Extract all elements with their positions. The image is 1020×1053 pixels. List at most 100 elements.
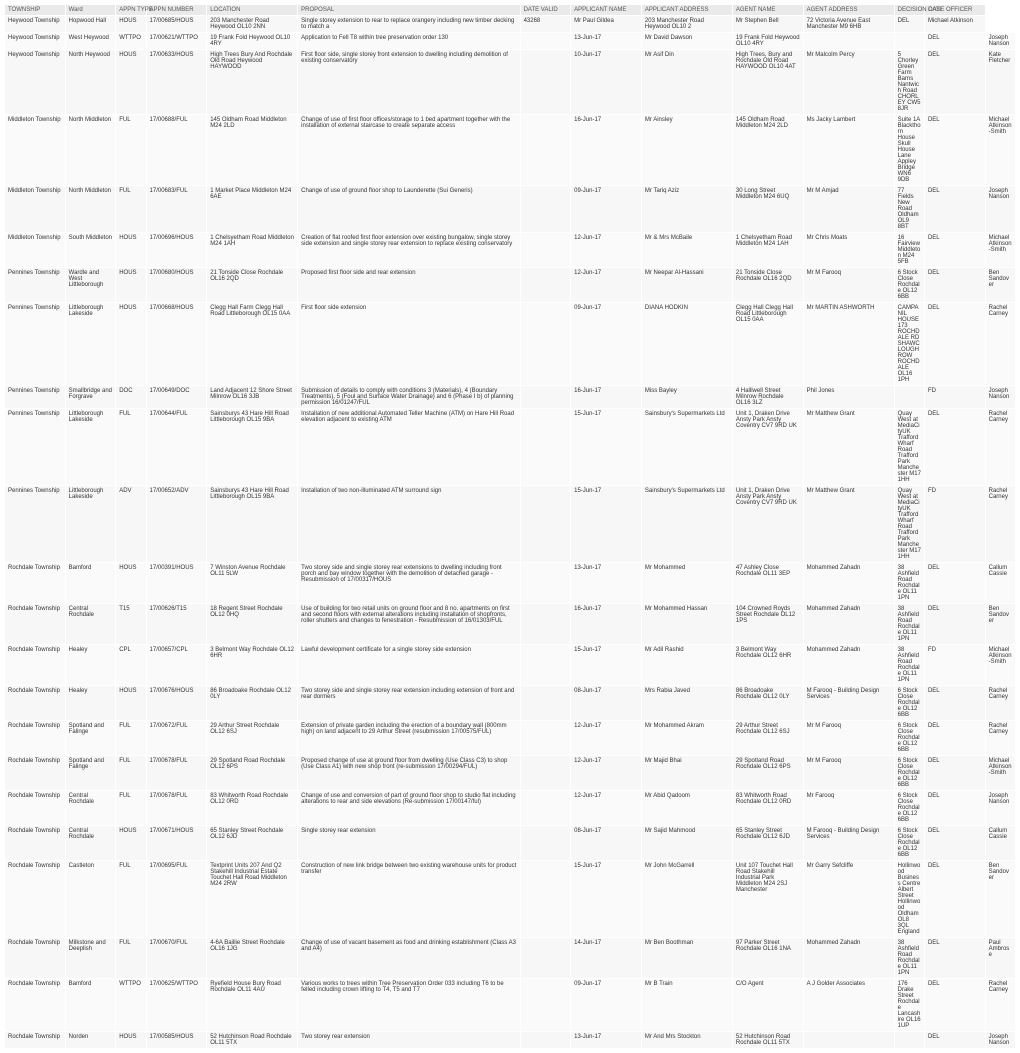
table-cell: Central Rochdale <box>65 791 116 826</box>
table-cell: 12-Jun-17 <box>571 233 642 268</box>
table-cell: Mr MARTIN ASHWORTH <box>803 303 894 386</box>
table-cell: Rochdale Township <box>5 791 66 826</box>
table-cell: Mohammed Zahadn <box>803 645 894 686</box>
table-cell: FUL <box>116 115 146 186</box>
table-cell: Rachel Carney <box>985 409 1015 486</box>
table-cell: 17/00621/WTTPO <box>146 33 207 50</box>
table-cell: Textprint Units 207 And Q2 Stakehill Ind… <box>207 861 298 938</box>
table-cell: 104 Crowned Royds Street Rochdale OL12 1… <box>732 604 803 645</box>
table-cell <box>520 791 571 826</box>
table-cell: DEL <box>924 756 985 791</box>
table-cell: Mr Majid Bhai <box>641 756 732 791</box>
table-cell: 203 Manchester Road Heywood OL10 2NN <box>207 16 298 33</box>
table-cell: 1 Market Place Middleton M24 6AE <box>207 186 298 233</box>
table-cell: 65 Stanley Street Rochdale OL12 6JD <box>732 826 803 861</box>
table-cell: Spotland and Falinge <box>65 721 116 756</box>
table-cell: 09-Jun-17 <box>571 186 642 233</box>
table-cell: 12-Jun-17 <box>571 721 642 756</box>
table-cell: Central Rochdale <box>65 604 116 645</box>
table-cell: Bamford <box>65 979 116 1032</box>
table-cell: 13-Jun-17 <box>571 1032 642 1049</box>
table-cell: 6 Stock Close Rochdale OL12 6BB <box>894 791 924 826</box>
table-cell: Land Adjacent 12 Shore Street Milnrow OL… <box>207 386 298 409</box>
table-cell: Rochdale Township <box>5 721 66 756</box>
table-cell: Sainsburys 43 Hare Hill Road Littleborou… <box>207 409 298 486</box>
table-cell: Change of use of first floor offices/sto… <box>298 115 520 186</box>
table-cell: 29 Arthur Street Rochdale OL12 6SJ <box>732 721 803 756</box>
table-cell: Use of building for two retail units on … <box>298 604 520 645</box>
table-cell: 12-Jun-17 <box>571 791 642 826</box>
table-cell: 17/00668/HOUS <box>146 303 207 386</box>
table-cell: DEL <box>894 16 924 33</box>
table-cell: 12-Jun-17 <box>571 756 642 791</box>
table-cell: Rachel Carney <box>985 486 1015 563</box>
table-cell: 17/00680/HOUS <box>146 268 207 303</box>
table-cell: 17/00633/HOUS <box>146 50 207 115</box>
table-cell: Rochdale Township <box>5 979 66 1032</box>
table-cell: M Farooq - Building Design Services <box>803 686 894 721</box>
column-header: AGENT ADDRESS <box>803 5 894 16</box>
table-row: Heywood TownshipNorth HeywoodHOUS17/0063… <box>5 50 1016 115</box>
table-cell: Creation of flat roofed first floor exte… <box>298 233 520 268</box>
table-cell: Milkstone and Deeplish <box>65 938 116 979</box>
table-cell: FD <box>924 486 985 563</box>
table-cell: Norden <box>65 1032 116 1049</box>
table-cell: Change of use of ground floor shop to La… <box>298 186 520 233</box>
table-cell: Clegg Hall Farm Clegg Hall Road Littlebo… <box>207 303 298 386</box>
table-cell <box>520 486 571 563</box>
table-cell: 17/00391/HOUS <box>146 563 207 604</box>
table-cell: Rochdale Township <box>5 604 66 645</box>
table-cell <box>520 115 571 186</box>
table-cell: 6 Stock Close Rochdale OL12 6BB <box>894 268 924 303</box>
table-cell: Construction of new link bridge between … <box>298 861 520 938</box>
table-cell: Mr Neepar Al-Hassani <box>641 268 732 303</box>
table-cell <box>520 979 571 1032</box>
table-cell: 16-Jun-17 <box>571 115 642 186</box>
table-cell: 52 Hutchinson Road Rochdale OL11 5TX <box>732 1032 803 1049</box>
table-cell: Rochdale Township <box>5 686 66 721</box>
table-cell: Rochdale Township <box>5 756 66 791</box>
table-cell: 09-Jun-17 <box>571 303 642 386</box>
table-cell: Single storey extension to rear to repla… <box>298 16 520 33</box>
table-cell: 17/00672/FUL <box>146 721 207 756</box>
table-cell: DEL <box>924 686 985 721</box>
table-cell: Callum Cassie <box>985 826 1015 861</box>
table-cell: 176 Drake Street Rochdale Lancashire OL1… <box>894 979 924 1032</box>
table-cell: HOUS <box>116 686 146 721</box>
table-cell: DIANA HODKIN <box>641 303 732 386</box>
table-row: Middleton TownshipNorth MiddletonFUL17/0… <box>5 115 1016 186</box>
table-cell: 145 Oldham Road Middleton M24 2LD <box>207 115 298 186</box>
table-cell: Rochdale Township <box>5 563 66 604</box>
table-cell: Quay West at MediaCityUK Trafford Wharf … <box>894 409 924 486</box>
table-cell: Mr Malcolm Percy <box>803 50 894 115</box>
table-cell: Unit 107 Touchet Hall Road Stakehill Ind… <box>732 861 803 938</box>
table-cell: Installation of new additional Automated… <box>298 409 520 486</box>
table-cell: 38 Ashfield Road Rochdale OL11 1PN <box>894 604 924 645</box>
table-cell: HOUS <box>116 303 146 386</box>
table-cell <box>520 50 571 115</box>
table-cell: Littleborough Lakeside <box>65 303 116 386</box>
table-cell: 1 Chelsyetham Road Middleton M24 1AH <box>207 233 298 268</box>
table-cell: 16-Jun-17 <box>571 386 642 409</box>
table-cell: Callum Cassie <box>985 563 1015 604</box>
table-cell: Mr Matthew Grant <box>803 486 894 563</box>
table-cell: South Middleton <box>65 233 116 268</box>
table-row: Rochdale TownshipCentral RochdaleT1517/0… <box>5 604 1016 645</box>
table-cell: 10-Jun-17 <box>571 50 642 115</box>
table-cell: DEL <box>924 563 985 604</box>
table-cell: Joseph Nanson <box>985 386 1015 409</box>
table-cell: Heywood Township <box>5 16 66 33</box>
table-row: Rochdale TownshipCentral RochdaleHOUS17/… <box>5 826 1016 861</box>
table-cell: Rachel Carney <box>985 303 1015 386</box>
table-cell: Middleton Township <box>5 186 66 233</box>
table-cell <box>520 268 571 303</box>
table-row: Rochdale TownshipHealeyHOUS17/00676/HOUS… <box>5 686 1016 721</box>
table-cell <box>520 721 571 756</box>
table-cell: 21 Tonside Close Rochdale OL16 2QD <box>732 268 803 303</box>
table-cell: Mohammed Zahadn <box>803 938 894 979</box>
column-header: APPN TYPE <box>116 5 146 16</box>
table-cell: 1 Chelsyetham Road Middleton M24 1AH <box>732 233 803 268</box>
table-cell: DEL <box>924 604 985 645</box>
table-cell: DEL <box>924 115 985 186</box>
table-cell: Mr Chris Moats <box>803 233 894 268</box>
